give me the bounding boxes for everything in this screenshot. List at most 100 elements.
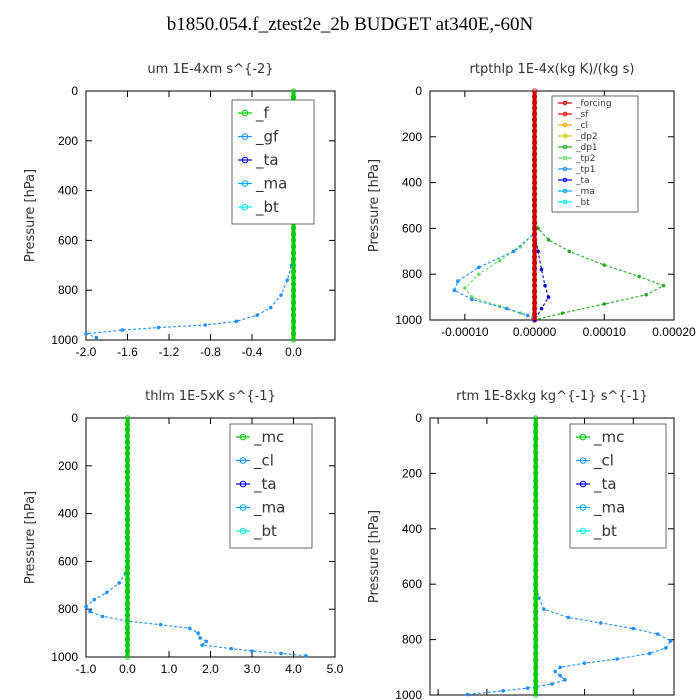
y-tick-label: 1000 [395,688,422,700]
data-point [531,242,538,249]
legend-label: _ta [593,475,617,494]
x-tick-label: -0.00010 [441,325,489,339]
x-tick-label: 4.0 [285,662,302,676]
data-point [533,567,539,573]
data-point [563,677,567,682]
data-point [124,475,131,481]
legend-swatch-marker [239,480,247,488]
data-point [546,238,551,242]
legend-label: _mc [593,428,624,447]
data-point [531,208,538,214]
y-tick-label: 200 [402,466,422,480]
y-tick-label: 800 [402,267,422,281]
data-point [531,294,538,300]
legend-swatch-marker [239,433,247,441]
data-point [290,275,297,281]
legend-swatch-marker [239,457,247,464]
data-point [546,295,551,299]
data-point [456,279,460,283]
data-point [533,657,539,663]
series-line [453,91,536,321]
data-point [531,191,538,197]
data-point [104,590,109,595]
data-point [602,263,607,267]
data-point [637,274,641,279]
data-point [533,595,539,601]
data-point [531,105,538,111]
data-point [88,609,92,614]
x-tick-label: -0.8 [200,345,221,359]
legend-label: _cl [253,452,274,471]
data-point [124,439,131,445]
data-point [531,162,538,169]
data-point [533,581,539,587]
y-tick-label: 1000 [51,333,78,347]
data-point [124,606,131,612]
legend-swatch-marker [562,177,568,183]
data-point [158,622,163,627]
data-point [531,231,538,237]
data-point [533,422,539,428]
y-tick-label: 400 [58,184,78,198]
data-point [290,318,297,324]
data-point [661,283,666,288]
data-point [204,639,209,644]
data-point [290,312,297,318]
y-tick-label: 400 [58,507,78,521]
data-point [465,692,470,697]
legend-swatch-marker [562,188,568,194]
data-point [511,249,516,254]
data-point [477,265,481,270]
data-point [647,651,652,656]
data-point [124,570,131,576]
data-point [599,621,603,625]
legend-box [229,423,313,549]
legend-swatch-marker [562,122,568,128]
y-tick-label: 600 [402,577,422,591]
data-point [531,168,538,174]
data-point [452,288,457,293]
data-point [229,646,234,651]
data-point [124,499,131,505]
data-point [124,427,131,433]
data-point [477,272,481,277]
legend-box [231,99,315,225]
data-point [124,582,131,588]
data-point [94,335,99,340]
legend-label: _tp1 [575,165,595,175]
data-point [566,615,571,620]
data-point [531,237,538,243]
data-point [117,581,121,585]
x-tick-label: 2.0 [202,662,219,676]
data-point [533,630,539,636]
legend-swatch-marker [562,166,568,172]
data-point [100,614,105,619]
series-line [534,91,665,321]
legend-swatch-marker [562,199,568,205]
data-point [531,220,538,226]
data-point [124,505,131,511]
legend-swatch-marker [241,133,249,140]
data-point [124,493,131,499]
chart-panel-1: um 1E-4xm s^{-2} Pressure [hPa] 0 200 400 600… [23,62,336,359]
legend-swatch-marker [241,203,249,211]
data-point [531,283,538,289]
series-line [464,91,536,319]
legend-label: _f [255,104,270,123]
data-point [531,214,538,220]
legend-label: _sf [575,110,589,120]
data-point [533,463,539,470]
y-tick-label: 400 [402,522,422,536]
data-point [531,300,538,306]
data-point [124,463,131,469]
data-point [200,643,204,647]
x-tick-label: -2.0 [76,345,97,359]
data-point [539,306,544,311]
data-point [124,445,131,451]
data-point [533,443,539,449]
chart-panel-4: rtm 1E-8xkg kg^{-1} s^{-1} Pressure [hPa]… [367,389,675,700]
data-point [124,546,131,553]
data-point [533,540,539,546]
panel-title: rtm 1E-8xkg kg^{-1} s^{-1} [456,389,648,404]
data-point [533,477,539,483]
